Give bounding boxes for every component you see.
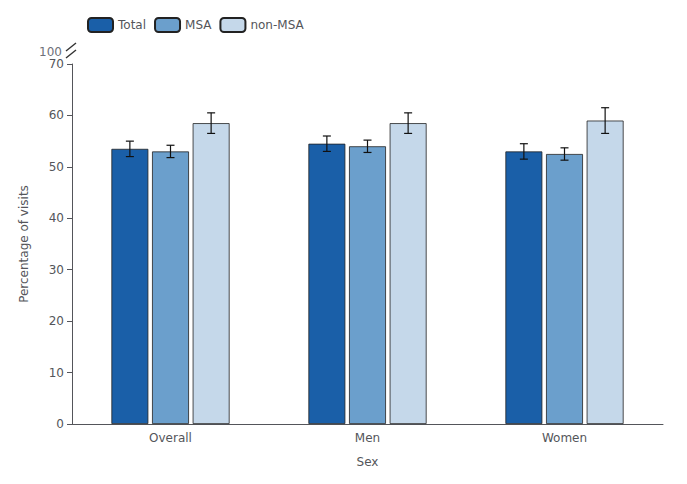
svg-text:70: 70 (49, 57, 64, 71)
svg-text:Men: Men (355, 431, 380, 445)
svg-text:Sex: Sex (357, 455, 379, 469)
svg-text:Women: Women (542, 431, 587, 445)
svg-text:MSA: MSA (185, 18, 212, 32)
svg-text:40: 40 (49, 211, 64, 225)
svg-text:20: 20 (49, 314, 64, 328)
svg-text:30: 30 (49, 263, 64, 277)
svg-text:60: 60 (49, 108, 64, 122)
svg-text:50: 50 (49, 160, 64, 174)
svg-text:10: 10 (49, 366, 64, 380)
svg-text:Total: Total (117, 18, 146, 32)
svg-text:Overall: Overall (149, 431, 192, 445)
svg-text:Percentage of visits: Percentage of visits (17, 185, 31, 303)
svg-text:100: 100 (39, 45, 62, 59)
svg-text:non-MSA: non-MSA (250, 18, 304, 32)
svg-text:0: 0 (56, 417, 64, 431)
